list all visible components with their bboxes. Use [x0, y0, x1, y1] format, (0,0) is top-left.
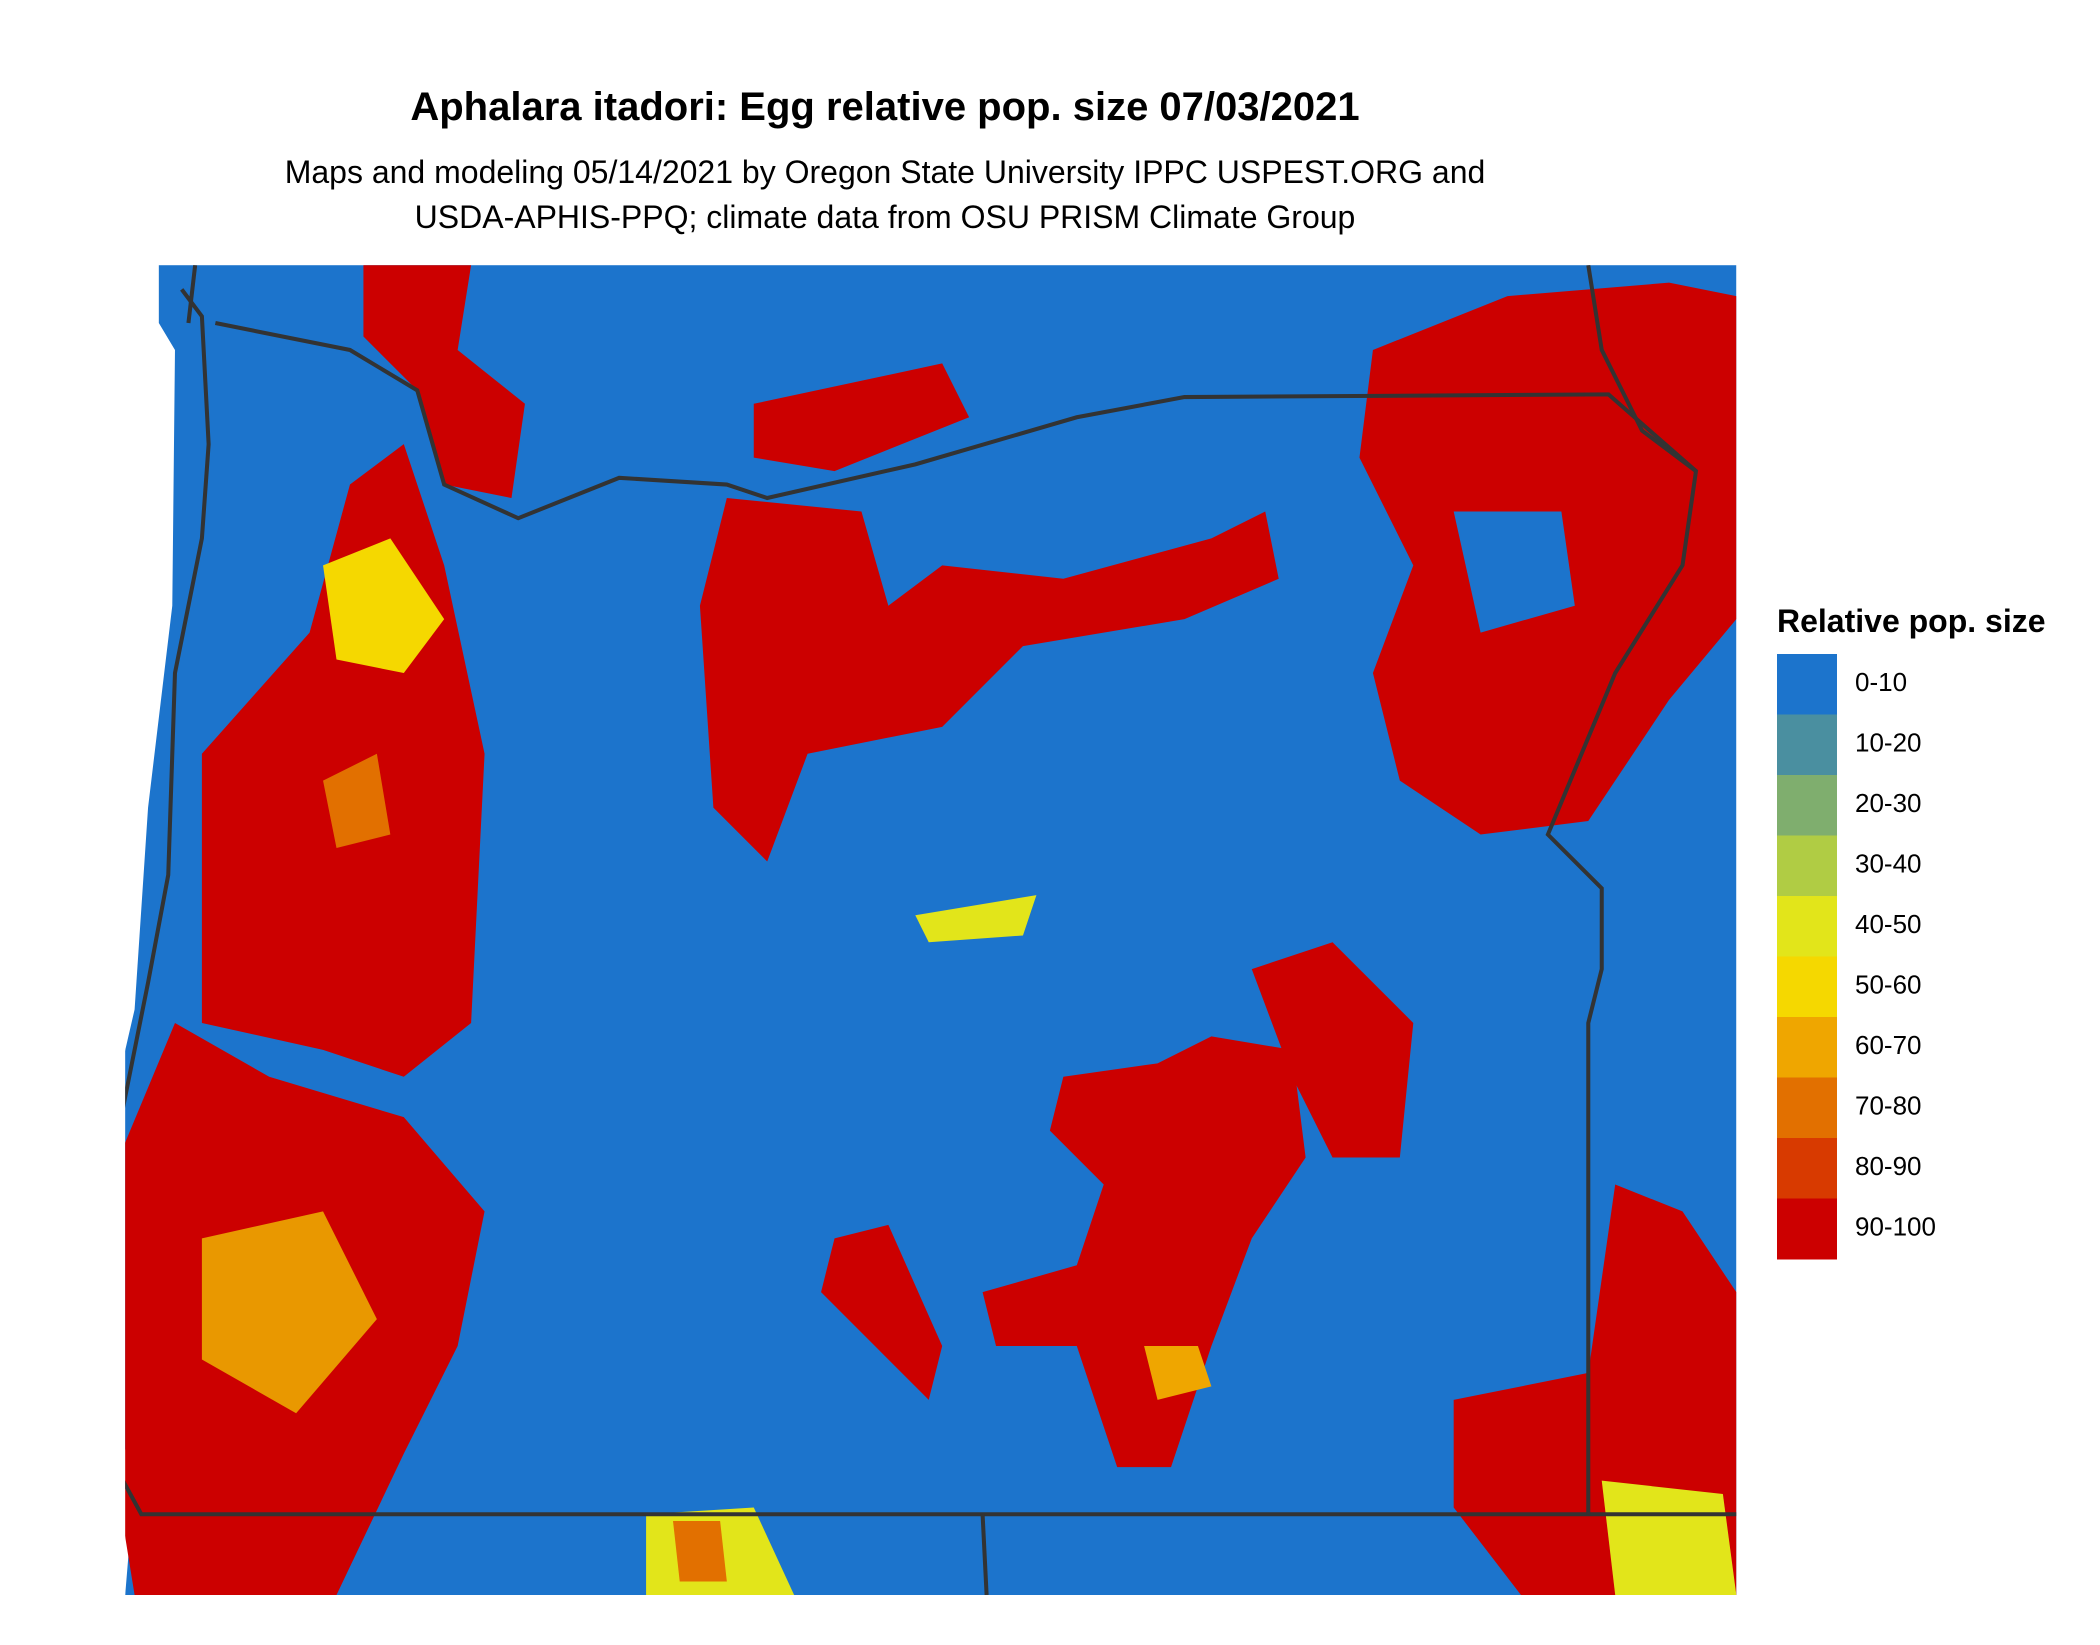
legend-swatch [1777, 835, 1837, 897]
legend: Relative pop. size 0-10 10-20 20-30 30-40 40… [1777, 603, 2046, 1260]
boundaries [125, 265, 1737, 1596]
legend-swatch [1777, 1138, 1837, 1199]
subtitle: USDA-APHIS-PPQ; climate data from OSU PR… [415, 199, 1356, 235]
legend-swatch [1777, 1017, 1837, 1078]
legend-swatch [1777, 896, 1837, 957]
mid-region [1144, 1346, 1212, 1400]
high-region [1251, 942, 1414, 1158]
legend-label: 30-40 [1855, 849, 1922, 879]
legend-label: 40-50 [1855, 909, 1922, 939]
legend-label: 80-90 [1855, 1151, 1922, 1181]
mid-region [323, 538, 445, 673]
legend-label: 60-70 [1855, 1030, 1922, 1060]
map [125, 265, 1737, 1596]
mid-region [673, 1520, 727, 1582]
legend-swatch [1777, 775, 1837, 836]
title: Aphalara itadori: Egg relative pop. size… [410, 85, 1359, 129]
legend-swatch [1777, 714, 1837, 776]
legend-label: 0-10 [1855, 667, 1907, 697]
high-region [363, 265, 525, 499]
legend-swatch [1777, 654, 1837, 715]
legend-label: 70-80 [1855, 1091, 1922, 1121]
mid-region [915, 895, 1037, 943]
high-region [699, 498, 1279, 862]
legend-label: 90-100 [1855, 1212, 1936, 1242]
legend-swatch [1777, 1198, 1837, 1260]
subtitle: Maps and modeling 05/14/2021 by Oregon S… [285, 154, 1486, 190]
legend-swatch [1777, 1077, 1837, 1139]
legend-label: 50-60 [1855, 970, 1922, 1000]
high-region [982, 1036, 1306, 1468]
mid-region [1601, 1480, 1737, 1596]
legend-label: 20-30 [1855, 788, 1922, 818]
legend-label: 10-20 [1855, 728, 1922, 758]
mid-region [323, 753, 391, 848]
high-region [821, 1224, 943, 1400]
legend-title: Relative pop. size [1777, 603, 2046, 639]
high-region [753, 363, 970, 472]
mid-region [201, 1211, 377, 1414]
low-region [1453, 511, 1575, 633]
legend-swatch [1777, 956, 1837, 1018]
